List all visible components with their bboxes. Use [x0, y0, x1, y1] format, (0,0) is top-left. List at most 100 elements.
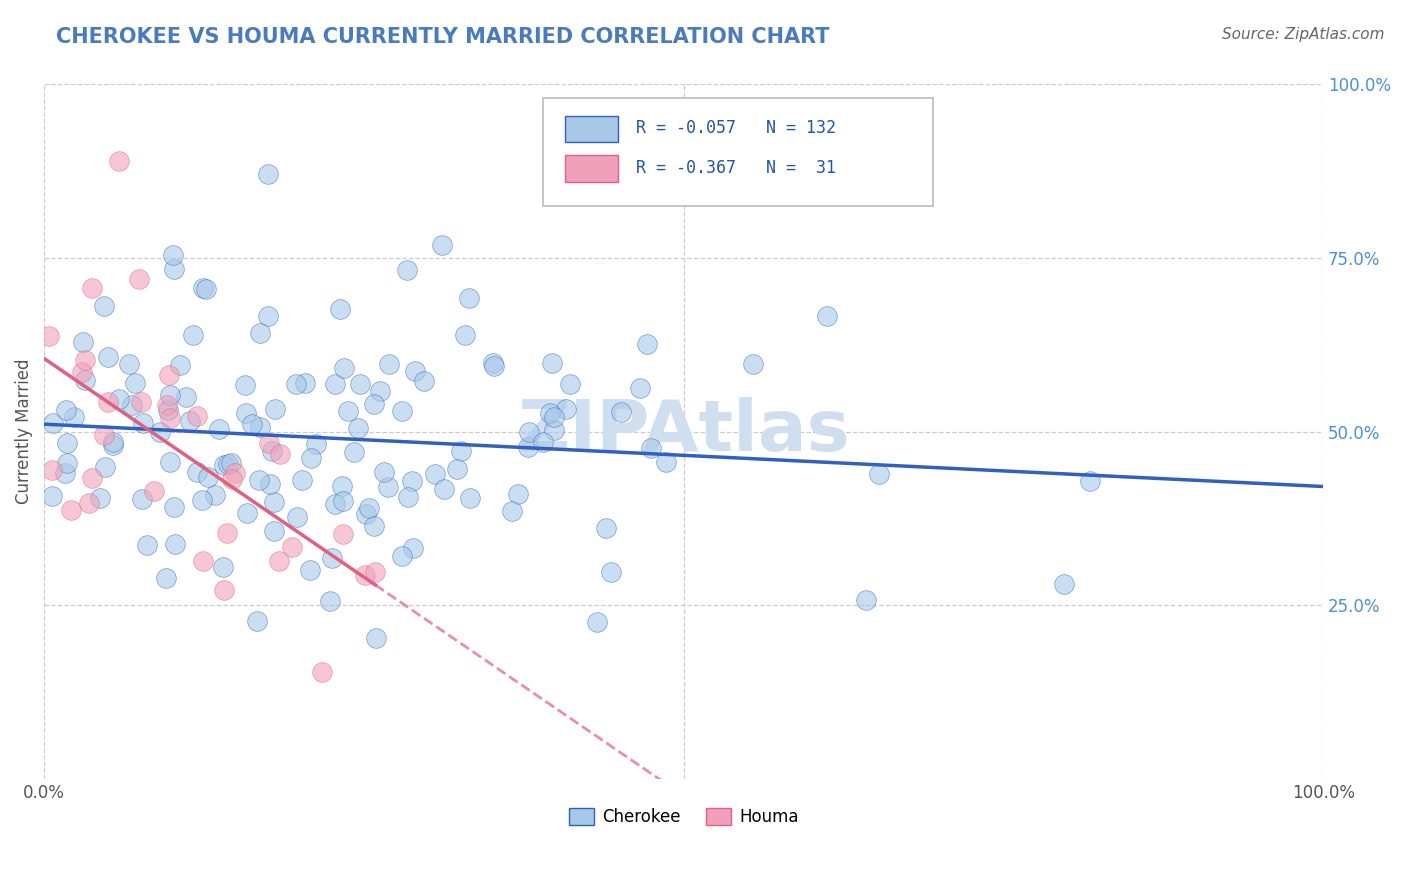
Point: [59, 503, 82, 517]
Point: [179, 414, 201, 428]
Point: [73, 353, 96, 368]
Point: [402, 541, 425, 556]
Y-axis label: Currently Married: Currently Married: [15, 359, 32, 505]
Point: [162, 248, 184, 262]
Point: [80, 281, 103, 295]
Point: [240, 417, 263, 431]
Point: [1052, 577, 1074, 591]
Point: [63, 410, 86, 425]
Point: [285, 376, 308, 391]
Point: [219, 456, 242, 470]
Text: ZIPAtlas: ZIPAtlas: [517, 397, 851, 467]
Point: [354, 507, 377, 521]
Point: [329, 301, 352, 316]
Point: [214, 583, 236, 598]
Point: [94, 459, 117, 474]
Point: [531, 435, 554, 450]
Point: [332, 494, 354, 508]
Point: [235, 507, 257, 521]
Point: [450, 444, 472, 458]
Point: [391, 549, 413, 564]
Point: [108, 153, 131, 168]
Point: [77, 496, 100, 510]
Point: [247, 473, 270, 487]
Point: [157, 368, 180, 383]
Point: [595, 521, 617, 535]
Point: [257, 167, 280, 181]
Point: [128, 272, 150, 286]
Point: [149, 425, 172, 439]
Point: [364, 565, 387, 579]
Point: [610, 405, 633, 419]
Bar: [565, 116, 619, 142]
Point: [815, 310, 838, 324]
Point: [156, 399, 179, 413]
Point: [332, 360, 354, 375]
Point: [281, 540, 304, 554]
FancyBboxPatch shape: [543, 98, 934, 206]
Point: [101, 438, 124, 452]
Point: [233, 377, 256, 392]
Point: [186, 409, 208, 423]
Point: [458, 291, 481, 305]
Point: [323, 377, 346, 392]
Point: [484, 359, 506, 374]
Point: [332, 527, 354, 541]
Point: [41, 463, 63, 477]
Point: [191, 492, 214, 507]
Point: [357, 500, 380, 515]
Point: [396, 490, 419, 504]
Point: [260, 443, 283, 458]
Point: [235, 405, 257, 419]
Bar: [565, 155, 619, 182]
Point: [868, 467, 890, 481]
Point: [363, 519, 385, 533]
Point: [55, 457, 77, 471]
Point: [174, 390, 197, 404]
Point: [217, 457, 239, 471]
Point: [294, 376, 316, 390]
Point: [555, 401, 578, 416]
Point: [129, 395, 152, 409]
Point: [330, 478, 353, 492]
Point: [212, 458, 235, 472]
Point: [259, 477, 281, 491]
Point: [159, 455, 181, 469]
Point: [558, 377, 581, 392]
Point: [224, 466, 246, 480]
Point: [121, 398, 143, 412]
Point: [517, 425, 540, 439]
Point: [211, 560, 233, 574]
Point: [93, 299, 115, 313]
Point: [508, 487, 530, 501]
Point: [391, 403, 413, 417]
Point: [321, 550, 343, 565]
Point: [413, 374, 436, 388]
Point: [481, 356, 503, 370]
Point: [543, 410, 565, 425]
Point: [97, 395, 120, 409]
Point: [287, 510, 309, 524]
Point: [263, 495, 285, 509]
Point: [181, 328, 204, 343]
Point: [433, 483, 456, 497]
Point: [131, 491, 153, 506]
Point: [453, 327, 475, 342]
Text: Source: ZipAtlas.com: Source: ZipAtlas.com: [1222, 27, 1385, 42]
Point: [741, 358, 763, 372]
Point: [89, 491, 111, 505]
Point: [636, 336, 658, 351]
Point: [143, 484, 166, 499]
Point: [516, 440, 538, 454]
Point: [135, 538, 157, 552]
Point: [55, 436, 77, 450]
Point: [299, 563, 322, 577]
Text: CHEROKEE VS HOUMA CURRENTLY MARRIED CORRELATION CHART: CHEROKEE VS HOUMA CURRENTLY MARRIED CORR…: [56, 27, 830, 46]
Point: [93, 428, 115, 442]
Point: [396, 262, 419, 277]
Point: [291, 473, 314, 487]
Point: [401, 475, 423, 489]
Point: [269, 446, 291, 460]
Point: [404, 363, 426, 377]
Point: [446, 461, 468, 475]
